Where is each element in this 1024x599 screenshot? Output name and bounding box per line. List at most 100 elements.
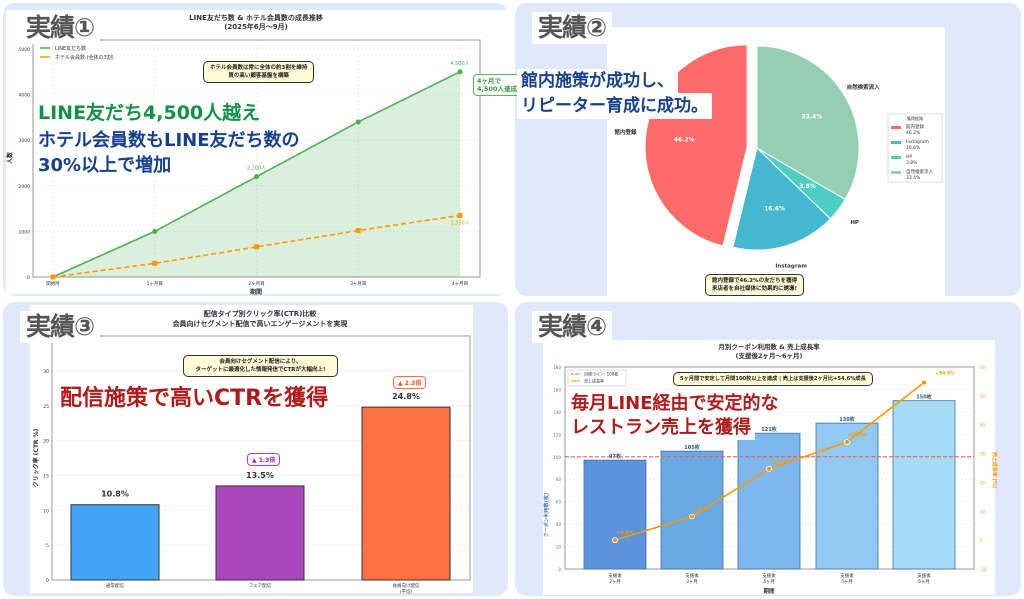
growth-point	[921, 379, 927, 386]
chart-title: 月別クーポン利用数 & 売上成長率	[717, 342, 820, 351]
pie-pct-label: 33.4%	[801, 113, 822, 120]
panel-1-subline: ホテル会員数もLINE友だち数の	[38, 130, 300, 151]
x-tick-label: 支援後	[685, 572, 699, 579]
y2-tick-label: 0	[980, 538, 983, 543]
y-tick-label: 30	[43, 369, 49, 375]
growth-point	[612, 537, 618, 544]
y-tick-label: 15	[43, 473, 49, 479]
growth-label: +24.7%	[769, 459, 789, 465]
legend-label: 売上成長率	[584, 378, 604, 384]
legend-swatch	[891, 126, 901, 129]
x-tick-label: 支援後	[762, 572, 776, 579]
chart-1-annotation: ホテル会員数は常に全体の約3割を維持 質の高い顧客基盤を構築	[203, 61, 315, 83]
x-tick-sublabel: 2ヶ月	[609, 579, 621, 585]
x-axis-label: 期間	[249, 288, 262, 296]
y-tick-label: 5000	[19, 47, 31, 53]
chart-2-annotation: 館内登録で46.2%の友だちを獲得 来店者を自社媒体に効果的に誘導!	[705, 274, 805, 296]
data-point	[152, 228, 158, 234]
annotation-line: ターゲットに最適化した情報発信でCTRが大幅向上!	[195, 367, 326, 373]
y-tick-label: 60	[556, 500, 562, 505]
pie-pct-label: 3.8%	[799, 183, 816, 190]
y-tick-label: 4000	[19, 93, 31, 99]
growth-point	[766, 465, 772, 472]
bar-value-label: 121枚	[761, 426, 777, 433]
data-point	[355, 119, 361, 125]
y2-tick-label: 20	[980, 480, 986, 485]
panel-1-headline: LINE友だち4,500人越え	[38, 102, 261, 124]
x-tick-sublabel: 5ヶ月	[841, 579, 853, 585]
panel-3-badge: 実績③	[20, 311, 101, 343]
y-tick-label: 3000	[19, 138, 31, 144]
bar-value-label: 150枚	[916, 394, 932, 401]
y2-tick-label: 10	[980, 509, 986, 514]
bar	[70, 504, 160, 581]
bar-value-label: 105枚	[684, 444, 700, 451]
annotation-line: 会員向けセグメント配信により、	[219, 359, 302, 365]
callout-line: 4ヶ月で	[477, 77, 502, 85]
y-tick-label: 2000	[19, 184, 31, 190]
annotation-line: 5ヶ月間で安定して月間100枚以上を達成 | 売上は支援後2ヶ月比+54.6%成…	[680, 376, 866, 382]
panel-4-headline: レストラン売上を獲得	[567, 416, 755, 440]
y-tick-label: 20	[556, 545, 562, 550]
legend-value: 46.2%	[906, 130, 921, 136]
chart-title: LINE友だち数 & ホテル会員数の成長推移	[189, 13, 323, 22]
x-tick-label: 2ヶ月目	[248, 281, 264, 287]
legend-label: 目標ライン: 100枚	[584, 371, 618, 377]
y-tick-label: 0	[558, 567, 561, 572]
multiplier-badge: ▲ 1.3倍	[247, 453, 281, 466]
y-tick-label: 20	[43, 439, 49, 445]
growth-point	[844, 439, 850, 445]
annotation-line: 来店者を自社媒体に効果的に誘導!	[712, 286, 798, 292]
y2-tick-label: 40	[980, 423, 986, 428]
multiplier-badge: ▲ 2.3倍	[393, 376, 427, 389]
y-axis-label: クーポン利用数(枚)	[543, 493, 550, 538]
series-line-1	[52, 214, 461, 278]
x-tick-label: 支援後	[840, 572, 854, 579]
annotation-line: ホテル会員数は常に全体の約3割を維持	[210, 65, 308, 71]
data-label: 1,350人	[450, 220, 469, 226]
legend-box	[567, 369, 627, 387]
x-tick-label: 開始時	[46, 280, 60, 287]
data-label: 2,200人	[247, 166, 266, 172]
panel-3-headline: 配信施策で高いCTRを獲得	[56, 382, 333, 416]
panel-1-subline: 30%以上で増加	[38, 155, 172, 176]
y-tick-label: 10	[43, 508, 49, 514]
pie-label: 館内登録	[614, 128, 638, 136]
y-axis-label: クリック率 (CTR %)	[32, 428, 40, 487]
annotation-line: 館内登録で46.2%の友だちを獲得	[712, 278, 798, 284]
legend-label: ホテル会員数 (全体の3割)	[55, 54, 114, 61]
chart-title: 配信タイプ別クリック率(CTR)比較	[204, 309, 318, 318]
panel-2-headline: リピーター育成に成功。	[517, 93, 712, 119]
growth-label: +8.2%	[694, 506, 711, 512]
callout-line: 4,500人達成	[477, 85, 518, 93]
x-tick-label: 支援後	[917, 572, 931, 579]
bar-value-label: 13.5%	[246, 471, 274, 480]
legend-label: 自然検索流入	[906, 168, 933, 175]
y-tick-label: 180	[553, 365, 561, 370]
x-tick-sublabel: 4ヶ月	[763, 579, 775, 585]
y-tick-label: 40	[556, 522, 562, 527]
legend-swatch	[891, 171, 901, 174]
legend-box	[887, 113, 943, 183]
y-tick-label: 120	[553, 432, 561, 437]
pie-slice	[756, 45, 860, 201]
legend-value: 16.6%	[906, 145, 921, 151]
chart-4-annotation: 5ヶ月間で安定して月間100枚以上を達成 | 売上は支援後2ヶ月比+54.6%成…	[673, 372, 873, 386]
pie-label: Instagram	[775, 264, 807, 270]
legend-value: 33.4%	[906, 175, 921, 181]
data-point	[355, 227, 361, 233]
chart-subtitle: (支援後2ヶ月〜6ヶ月)	[736, 351, 803, 360]
y2-tick-label: -10	[980, 567, 987, 572]
x-tick-label: 支援後	[608, 572, 622, 579]
bar	[583, 459, 647, 570]
panel-4-headline: 毎月LINE経由で安定的な	[567, 392, 783, 416]
y-tick-label: 100	[553, 455, 561, 460]
y2-tick-label: 60	[980, 365, 986, 370]
bar-value-label: 130枚	[839, 416, 855, 423]
legend-value: 3.8%	[906, 160, 918, 166]
x-tick-label: 3ヶ月目	[350, 281, 366, 287]
legend-label: Instagram	[906, 139, 929, 145]
x-tick-label: 4ヶ月目	[452, 281, 468, 287]
y-tick-label: 1000	[19, 229, 31, 235]
